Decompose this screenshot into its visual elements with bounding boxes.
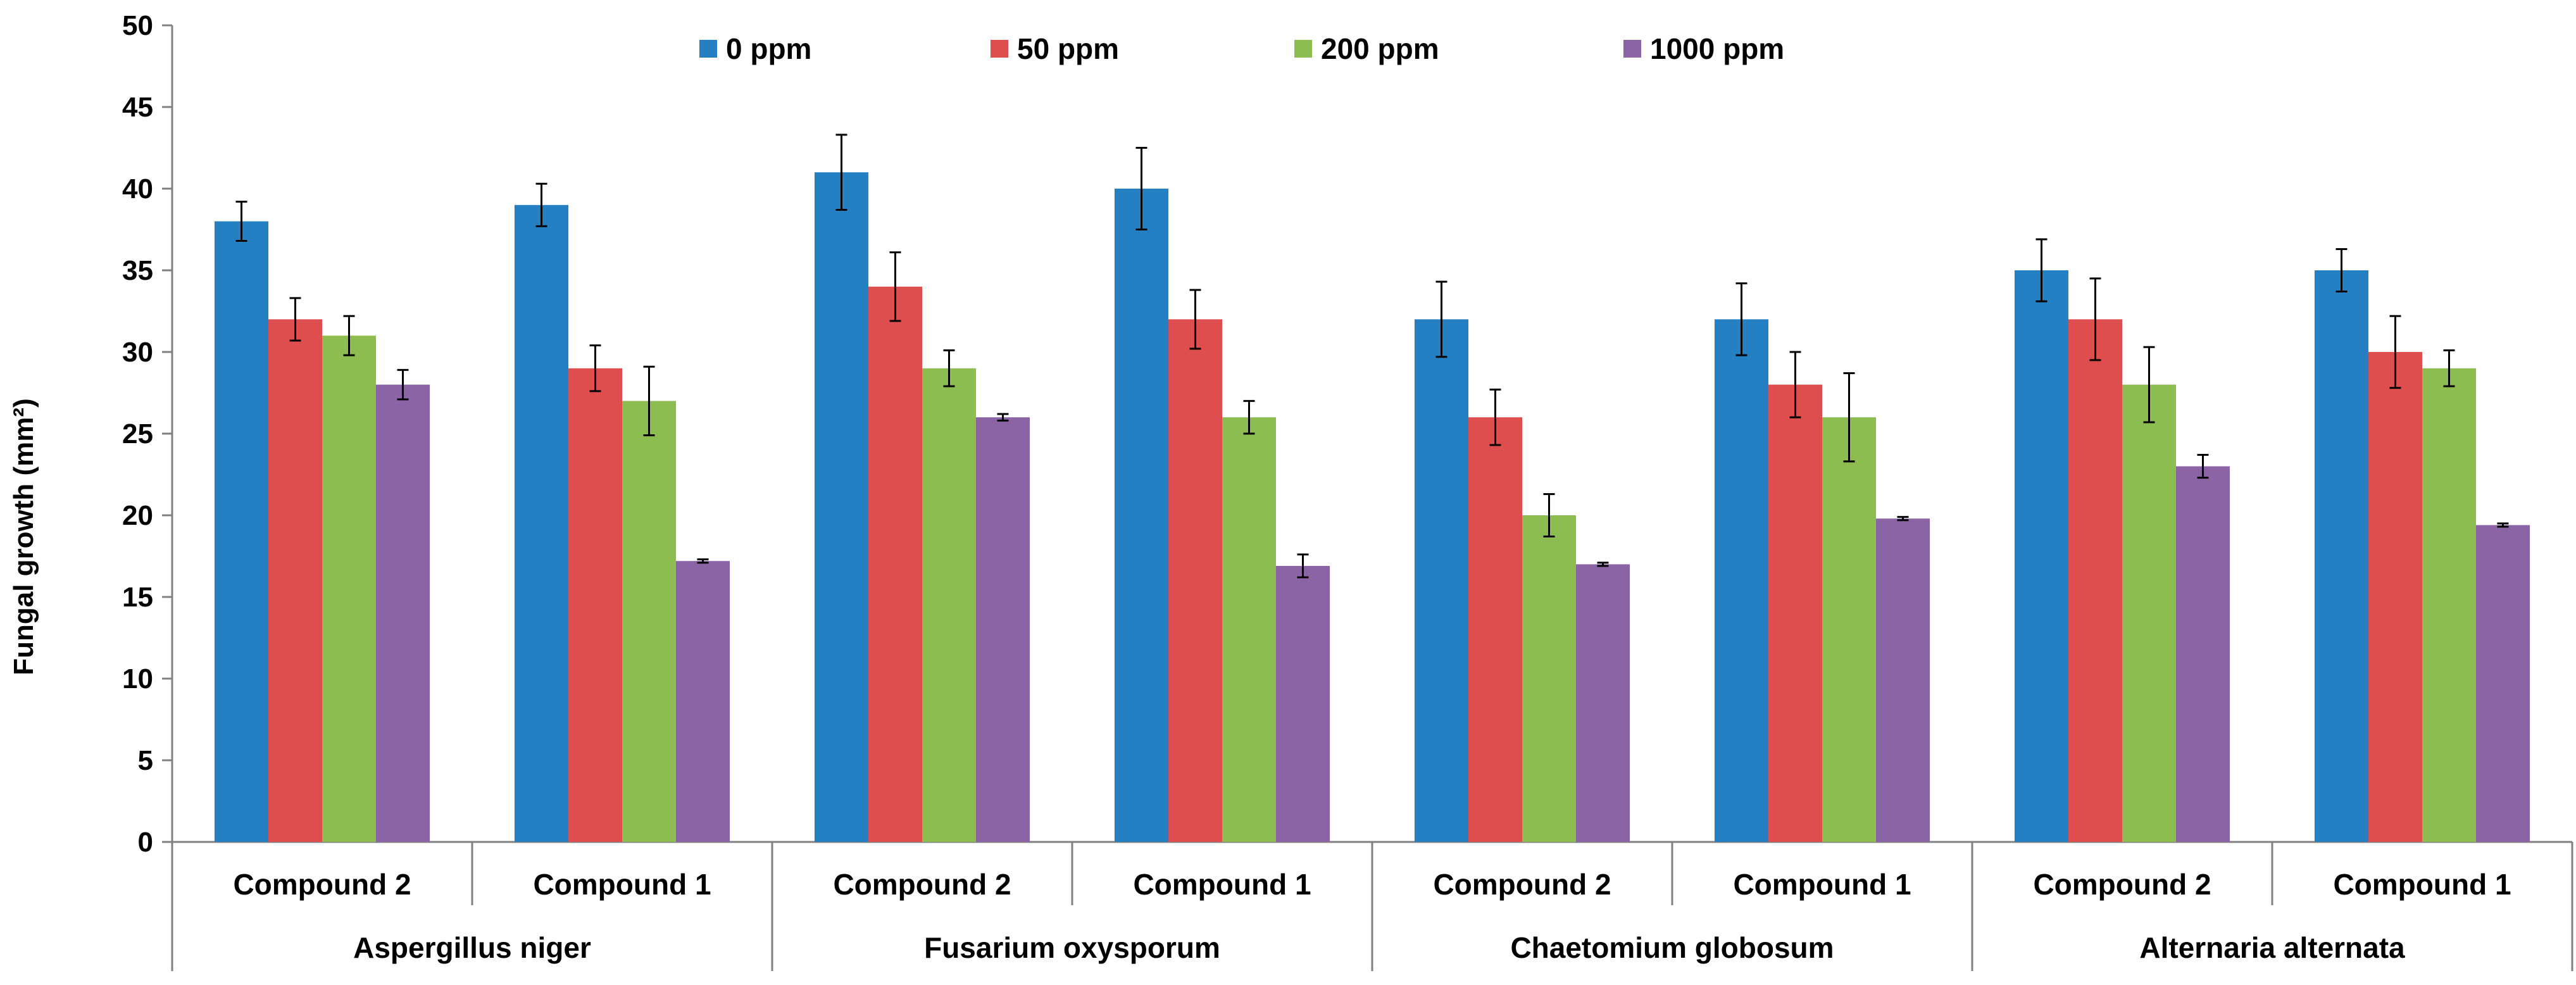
bar — [1876, 518, 1930, 842]
category-label: Compound 1 — [533, 868, 711, 901]
bar — [376, 384, 430, 842]
bar — [2476, 525, 2530, 842]
group-label: Chaetomium globosum — [1510, 931, 1834, 964]
legend-label: 1000 ppm — [1650, 32, 1784, 65]
legend: 0 ppm 50 ppm 200 ppm 1000 ppm — [699, 32, 1784, 65]
error-bars — [235, 134, 2509, 579]
bar — [215, 221, 268, 843]
bar — [976, 417, 1030, 842]
legend-swatch — [699, 40, 717, 58]
bars — [215, 172, 2530, 843]
bar — [2315, 270, 2368, 842]
y-tick-label: 40 — [122, 173, 153, 204]
bar — [1468, 417, 1522, 842]
bar — [322, 336, 376, 842]
y-tick-label: 35 — [122, 255, 153, 286]
bar — [815, 172, 868, 843]
bar — [2068, 319, 2122, 842]
y-tick-label: 10 — [122, 663, 153, 694]
bar — [922, 368, 976, 842]
bar — [1222, 417, 1276, 842]
bar — [2422, 368, 2476, 842]
y-axis-title: Fungal growth (mm²) — [8, 398, 39, 675]
y-tick-label: 30 — [122, 337, 153, 368]
bar — [1715, 319, 1768, 842]
bar — [515, 204, 568, 842]
bar — [568, 368, 622, 842]
bar — [1415, 319, 1468, 842]
group-label: Aspergillus niger — [353, 931, 591, 964]
bar — [1768, 384, 1822, 842]
y-tick-label: 5 — [138, 745, 153, 776]
legend-swatch — [1294, 40, 1312, 58]
bar — [2176, 466, 2230, 842]
legend-label: 50 ppm — [1017, 32, 1119, 65]
y-tick-label: 50 — [122, 10, 153, 41]
bar — [1115, 189, 1168, 842]
bar — [1576, 564, 1630, 842]
y-tick-label: 0 — [138, 827, 153, 858]
group-label: Alternaria alternata — [2139, 931, 2405, 964]
x-axis-labels: Compound 2 Compound 1 Compound 2 Compound 1… — [233, 868, 2511, 964]
legend-label: 200 ppm — [1321, 32, 1439, 65]
bar — [2015, 270, 2068, 842]
bar — [2122, 384, 2176, 842]
category-label: Compound 2 — [233, 868, 411, 901]
category-label: Compound 2 — [1433, 868, 1611, 901]
bar — [1822, 417, 1876, 842]
category-label: Compound 2 — [2033, 868, 2211, 901]
bar — [676, 561, 730, 842]
y-tick-label: 45 — [122, 92, 153, 123]
legend-swatch — [1623, 40, 1641, 58]
category-label: Compound 1 — [1133, 868, 1311, 901]
group-label: Fusarium oxysporum — [924, 931, 1220, 964]
legend-label: 0 ppm — [726, 32, 811, 65]
bar — [1276, 565, 1330, 842]
category-label: Compound 2 — [833, 868, 1011, 901]
category-label: Compound 1 — [2333, 868, 2511, 901]
bar — [268, 319, 322, 842]
legend-swatch — [991, 40, 1008, 58]
y-tick-label: 15 — [122, 582, 153, 613]
bar — [2368, 352, 2422, 842]
bar — [1168, 319, 1222, 842]
bar — [622, 401, 676, 842]
bar — [1522, 515, 1576, 842]
y-tick-label: 25 — [122, 418, 153, 449]
category-label: Compound 1 — [1733, 868, 1911, 901]
y-tick-label: 20 — [122, 500, 153, 531]
bar — [868, 286, 922, 842]
